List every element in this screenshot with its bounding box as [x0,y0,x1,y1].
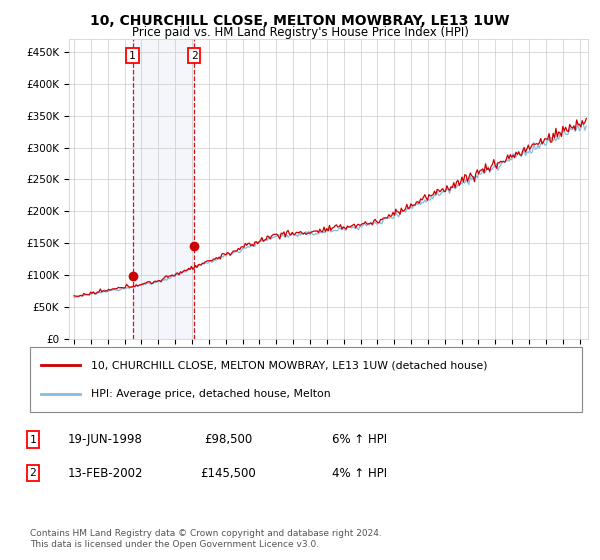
Bar [133,39,194,339]
Text: 1: 1 [129,50,136,60]
Text: £145,500: £145,500 [200,466,256,480]
Text: 19-JUN-1998: 19-JUN-1998 [68,433,142,446]
Text: HPI: Average price, detached house, Melton: HPI: Average price, detached house, Melt… [91,389,331,399]
Text: Price paid vs. HM Land Registry's House Price Index (HPI): Price paid vs. HM Land Registry's House … [131,26,469,39]
Text: 1: 1 [29,435,37,445]
FancyBboxPatch shape [30,347,582,412]
Text: 10, CHURCHILL CLOSE, MELTON MOWBRAY, LE13 1UW (detached house): 10, CHURCHILL CLOSE, MELTON MOWBRAY, LE1… [91,360,487,370]
Text: 4% ↑ HPI: 4% ↑ HPI [332,466,388,480]
Text: £98,500: £98,500 [204,433,252,446]
Text: 13-FEB-2002: 13-FEB-2002 [67,466,143,480]
Text: 10, CHURCHILL CLOSE, MELTON MOWBRAY, LE13 1UW: 10, CHURCHILL CLOSE, MELTON MOWBRAY, LE1… [90,14,510,28]
Text: 6% ↑ HPI: 6% ↑ HPI [332,433,388,446]
Text: 2: 2 [191,50,197,60]
Text: 2: 2 [29,468,37,478]
Text: Contains HM Land Registry data © Crown copyright and database right 2024.
This d: Contains HM Land Registry data © Crown c… [30,529,382,549]
